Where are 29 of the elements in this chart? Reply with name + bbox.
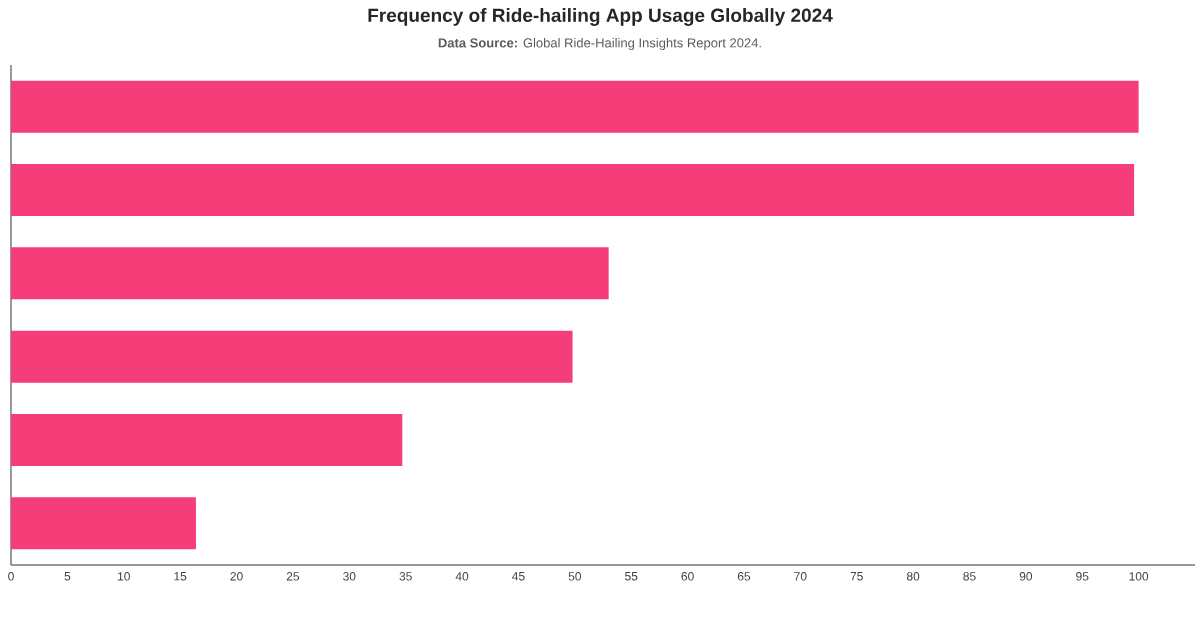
bar xyxy=(11,330,573,383)
chart-title: Frequency of Ride-hailing App Usage Globally 2024 xyxy=(368,8,833,26)
x-tick-label: 100 xyxy=(1129,572,1149,581)
x-tick-label: 90 xyxy=(1019,572,1033,581)
x-tick-label: 45 xyxy=(512,572,525,581)
bar xyxy=(11,247,609,300)
x-tick-label: 85 xyxy=(963,572,976,581)
x-tick-label: 10 xyxy=(118,572,130,581)
bar xyxy=(11,497,196,550)
x-tick-label: 80 xyxy=(906,572,920,581)
x-tick-label: 65 xyxy=(737,572,751,581)
x-tick-label: 70 xyxy=(794,572,807,581)
bar xyxy=(11,80,1139,133)
x-tick-label: 95 xyxy=(1076,572,1089,581)
x-tick-label: 5 xyxy=(64,572,71,581)
chart-subtitle: Data Source: Global Ride-Hailing Insights Report 2024. xyxy=(438,37,761,51)
x-tick-label: 25 xyxy=(286,572,300,581)
x-tick-label: 40 xyxy=(455,572,469,581)
bar xyxy=(11,164,1135,217)
x-tick-label: 50 xyxy=(568,572,582,581)
bar xyxy=(11,414,403,467)
x-tick-label: 0 xyxy=(8,572,14,581)
x-tick-label: 75 xyxy=(850,572,863,581)
x-tick-label: 15 xyxy=(174,572,187,581)
x-tick-label: 35 xyxy=(399,572,412,581)
x-tick-label: 20 xyxy=(230,572,243,581)
x-tick-label: 55 xyxy=(624,572,638,581)
x-tick-label: 30 xyxy=(343,572,356,581)
x-tick-label: 60 xyxy=(681,572,694,581)
